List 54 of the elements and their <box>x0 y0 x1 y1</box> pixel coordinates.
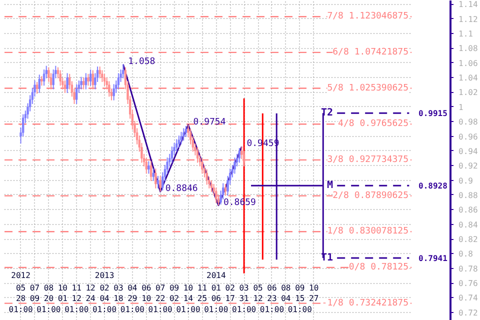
ref-line-label: 6/8 1.07421875 <box>332 47 408 58</box>
x-tick-label: 07 09 <box>30 283 40 304</box>
x-tick-label: 08 04 <box>281 283 291 304</box>
x-tick-label: 05 12 <box>253 283 264 304</box>
y-tick-label: 0.74 <box>458 294 478 303</box>
y-tick-label: 1.08 <box>458 44 478 54</box>
ref-line-label: 4/8 0.9765625 <box>338 119 409 130</box>
x-tick-label: 02 17 <box>225 283 236 304</box>
x-tick-label: 10 01 <box>58 283 68 304</box>
y-tick-label: 0.72 <box>458 308 478 318</box>
series-label: M <box>327 180 334 192</box>
y-tick-label: 0.96 <box>458 132 478 142</box>
y-tick-label: 0.92 <box>458 162 478 171</box>
y-tick-label: 1.12 <box>458 14 478 24</box>
x2-tick-label: 2013 <box>94 271 114 280</box>
y-tick-label: 0.98 <box>458 118 478 127</box>
annotation: 1.058 <box>128 56 156 67</box>
data-label: 0.7941 <box>418 254 448 264</box>
y-tick-label: 0.9 <box>458 176 474 186</box>
x2-tick-label: 2014 <box>206 271 226 280</box>
ref-line-label: 7/8 1.123046875 <box>327 12 409 22</box>
y-tick-label: 1.14 <box>458 0 478 10</box>
x-tick-label: 09 02 <box>169 283 180 304</box>
y-tick-label: 0.84 <box>458 220 478 230</box>
y-tick-label: 0.82 <box>458 235 478 244</box>
y-tick-label: 0.86 <box>458 206 478 215</box>
x-tick-label: 12 24 <box>86 283 96 304</box>
series-label: T2 <box>321 108 334 119</box>
data-label: 0.9915 <box>418 109 448 118</box>
annotation: 0.9754 <box>193 117 226 128</box>
x2-tick-label: 2012 <box>11 271 31 280</box>
y-tick-label: 0.94 <box>458 146 478 156</box>
ref-line-label: 2/8 0.87890625 <box>332 190 408 201</box>
y-tick-label: 1.1 <box>458 30 474 39</box>
ref-line-label: 3/8 0.927734375 <box>327 154 409 165</box>
x-tick-label: 10 27 <box>309 283 319 304</box>
y-tick-label: 1.04 <box>458 74 478 83</box>
y-tick-label: 0.8 <box>458 250 474 259</box>
annotation: 0.8846 <box>165 184 198 194</box>
ref-line-label: 0/8 0.78125 <box>348 262 409 272</box>
ref-line-label: 1/8 0.830078125 <box>327 226 409 237</box>
ref-line-label: 5/8 1.025390625 <box>327 83 409 94</box>
series-label: T1 <box>321 252 334 264</box>
y-tick-label: 1.06 <box>458 58 478 68</box>
data-label: 0.8928 <box>418 182 448 191</box>
y-tick-label: 0.76 <box>458 279 478 288</box>
y-tick-label: 1 <box>458 102 464 112</box>
x-tick-label: 06 10 <box>142 283 152 304</box>
y-tick-label: 1.02 <box>458 88 478 98</box>
y-tick-label: 0.78 <box>458 264 478 274</box>
y-tick-label: 0.88 <box>458 190 478 200</box>
x-tick-label: 03 18 <box>114 283 124 304</box>
ref-line-label: -1/8 0.732421875 <box>322 298 409 308</box>
x-tick-label: 11 25 <box>197 283 208 304</box>
